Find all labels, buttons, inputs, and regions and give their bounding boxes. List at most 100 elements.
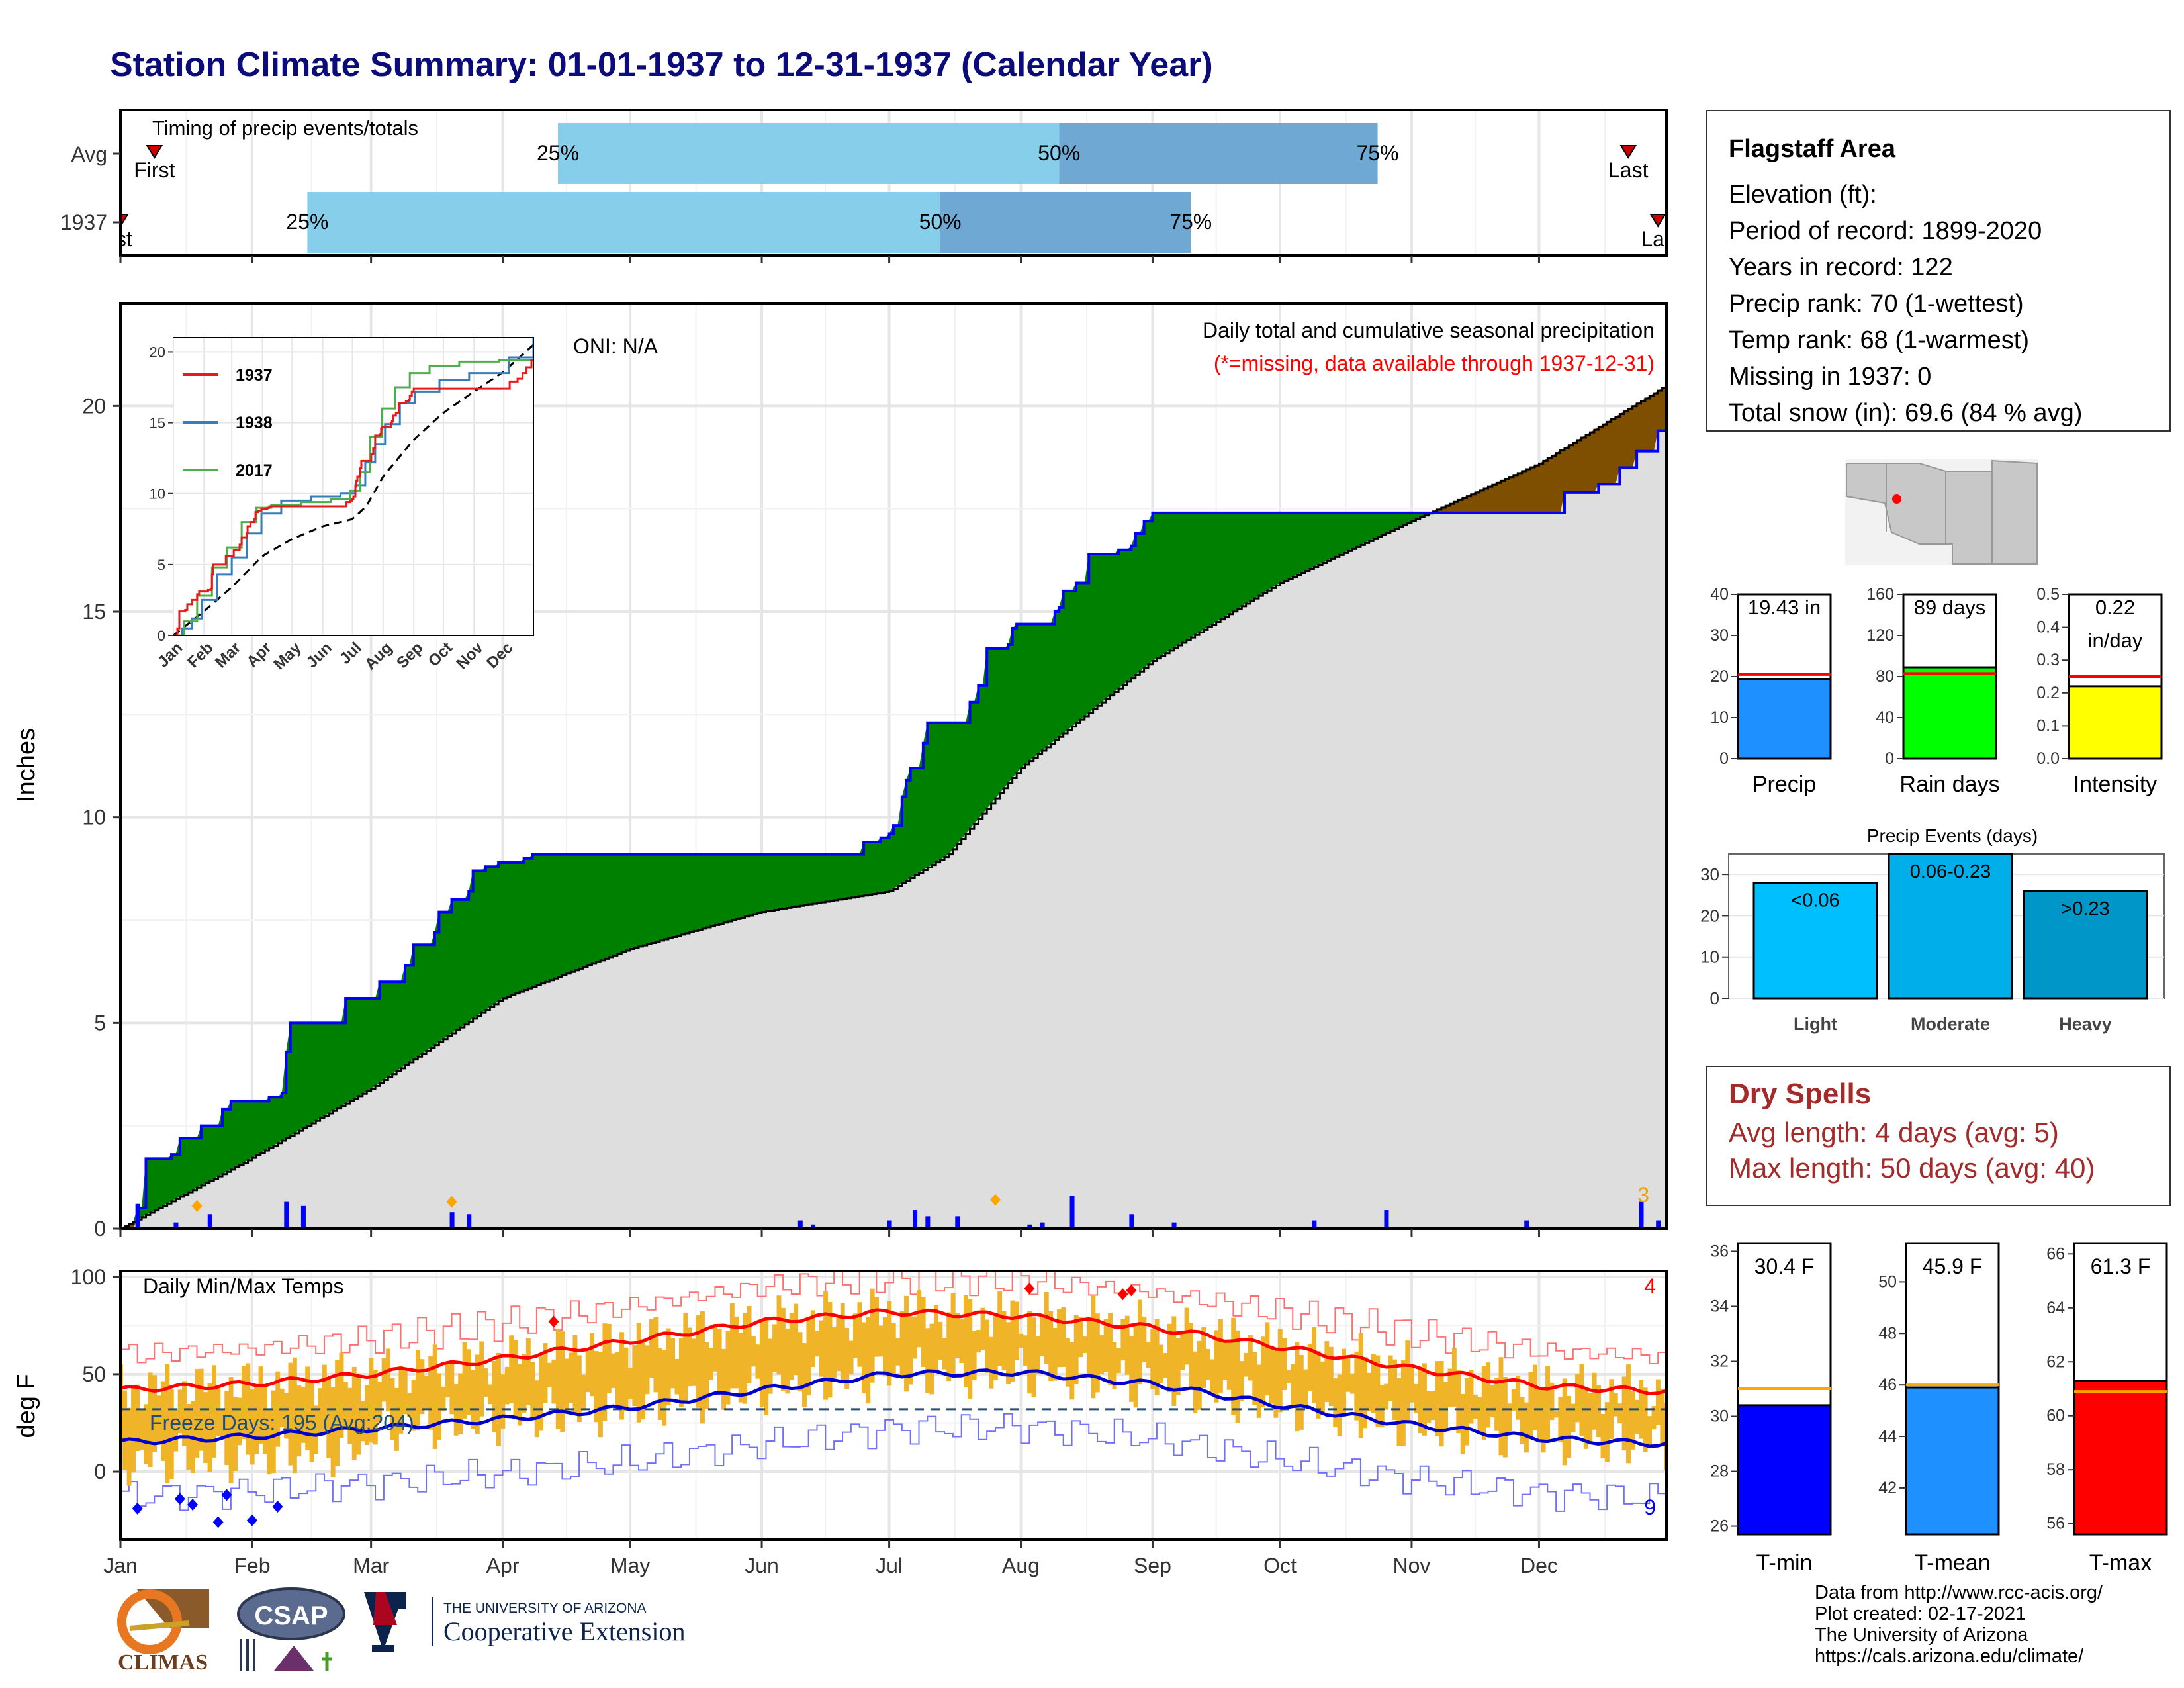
mini-bar-tick-label: 80 xyxy=(1876,667,1894,686)
events-tick-label: 0 xyxy=(1710,988,1719,1008)
temp-bar-label: T-max xyxy=(2089,1550,2152,1575)
daily-temp-bar xyxy=(972,1331,977,1380)
daily-temp-bar xyxy=(437,1373,442,1440)
events-bar-label: 0.06-0.23 xyxy=(1910,861,1991,882)
daily-temp-bar xyxy=(1418,1366,1423,1434)
daily-temp-bar xyxy=(1647,1416,1653,1448)
precip-panel-frame xyxy=(119,302,1668,1230)
daily-temp-bar xyxy=(895,1338,901,1366)
snow-marker xyxy=(446,1196,457,1208)
temp-ytick-label: 0 xyxy=(94,1460,106,1483)
daily-temp-bar xyxy=(1001,1311,1007,1370)
daily-temp-bar xyxy=(1324,1341,1330,1403)
temp-bar-tick-label: 32 xyxy=(1710,1352,1729,1370)
daily-temp-bar xyxy=(377,1382,383,1422)
temp-bar-label: T-mean xyxy=(1914,1550,1990,1575)
climas-logo: CLIMAS xyxy=(110,1582,216,1675)
daily-temp-bar xyxy=(411,1380,416,1431)
timing-bar-q2-q3 xyxy=(1059,123,1378,184)
daily-temp-bar xyxy=(942,1338,947,1370)
mini-bar-tick-label: 40 xyxy=(1876,708,1894,727)
temp-ylabel: deg F xyxy=(13,1374,40,1438)
csap-logo: CSAP xyxy=(228,1586,349,1680)
daily-temp-bar xyxy=(1303,1369,1308,1405)
daily-temp-bar xyxy=(347,1387,353,1444)
daily-temp-bar xyxy=(522,1353,527,1413)
daily-temp-bar xyxy=(1477,1397,1482,1434)
temp-bar-tick-label: 44 xyxy=(1878,1427,1897,1446)
daily-temp-bar xyxy=(810,1310,815,1367)
daily-temp-bar xyxy=(1384,1383,1389,1410)
daily-temp-bar xyxy=(1142,1316,1147,1362)
daily-temp-bar xyxy=(135,1384,140,1451)
daily-temp-bar xyxy=(980,1307,985,1350)
daily-temp-bar xyxy=(407,1393,412,1417)
daily-temp-bar xyxy=(335,1360,340,1466)
daily-temp-bar xyxy=(207,1383,212,1472)
timing-label-50: 50% xyxy=(919,210,962,234)
timing-label-75: 75% xyxy=(1169,210,1212,234)
daily-temp-bar xyxy=(1171,1316,1177,1407)
daily-temp-bar xyxy=(1630,1391,1635,1450)
month-label: May xyxy=(610,1554,650,1577)
daily-temp-bar xyxy=(1379,1385,1385,1428)
daily-temp-bar xyxy=(912,1316,917,1359)
month-label: Jul xyxy=(876,1554,903,1577)
daily-temp-bar xyxy=(780,1307,786,1391)
inset-ytick-label: 5 xyxy=(158,557,165,573)
daily-temp-bar xyxy=(1460,1393,1465,1454)
daily-temp-bar xyxy=(1291,1364,1295,1405)
daily-temp-bar xyxy=(551,1359,557,1404)
daily-temp-bar xyxy=(1252,1352,1257,1405)
daily-temp-bar xyxy=(475,1354,480,1434)
daily-temp-bar xyxy=(1082,1336,1087,1354)
record-high-line xyxy=(120,1271,1666,1364)
daily-temp-bar xyxy=(1528,1372,1533,1440)
daily-temp-bar xyxy=(322,1364,327,1434)
timing-panel-frame xyxy=(119,109,1668,257)
daily-temp-bar xyxy=(539,1356,544,1431)
dry-spells-avg: Avg length: 4 days (avg: 5) xyxy=(1729,1117,2059,1148)
daily-temp-bar xyxy=(1167,1323,1172,1393)
daily-temp-bar xyxy=(1604,1402,1610,1463)
daily-temp-bar xyxy=(458,1373,463,1435)
daily-temp-bar xyxy=(904,1295,909,1392)
daily-temp-bar xyxy=(1507,1403,1512,1432)
avg-cumulative-area xyxy=(120,385,1666,1229)
mini-bar-tick-label: 0.2 xyxy=(2036,684,2060,702)
daily-temp-bar xyxy=(1375,1355,1381,1427)
precip-corner-count: 3 xyxy=(1637,1183,1649,1207)
daily-temp-bar xyxy=(1159,1344,1164,1383)
daily-temp-bar xyxy=(1481,1366,1486,1440)
mini-bar-value-unit: in/day xyxy=(2088,629,2143,652)
daily-temp-bar xyxy=(296,1385,302,1457)
daily-temp-bar xyxy=(1282,1338,1287,1391)
daily-temp-bar xyxy=(398,1366,404,1434)
daily-temp-bar xyxy=(530,1362,535,1419)
timing-bar-q1-q2 xyxy=(307,192,940,253)
daily-temp-bar xyxy=(1057,1309,1062,1368)
events-bar xyxy=(2023,890,2148,1000)
daily-temp-bar xyxy=(569,1352,573,1403)
daily-temp-bar xyxy=(1511,1389,1516,1411)
daily-temp-bar xyxy=(330,1387,336,1477)
daily-temp-bar xyxy=(619,1332,624,1420)
mini-bar-tick-label: 40 xyxy=(1710,585,1729,604)
daily-temp-bar xyxy=(887,1301,892,1386)
daily-temp-bar xyxy=(632,1345,637,1407)
daily-temp-bar xyxy=(237,1397,242,1446)
daily-temp-bar xyxy=(1044,1292,1049,1364)
record-high-marker xyxy=(1126,1284,1137,1297)
daily-temp-bar xyxy=(1520,1397,1525,1444)
daily-temp-bar xyxy=(1205,1349,1210,1380)
daily-temp-bar xyxy=(670,1338,675,1389)
daily-temp-bar xyxy=(373,1370,378,1445)
daily-temp-bar xyxy=(1175,1338,1181,1395)
daily-temp-bar xyxy=(1621,1376,1627,1451)
daily-temp-bar xyxy=(203,1392,208,1464)
daily-temp-bar xyxy=(1312,1327,1317,1403)
temp-title: Daily Min/Max Temps xyxy=(143,1274,343,1298)
daily-temp-bar xyxy=(794,1303,799,1375)
daily-temp-bar xyxy=(594,1351,599,1423)
daily-temp-bar xyxy=(1099,1335,1105,1374)
